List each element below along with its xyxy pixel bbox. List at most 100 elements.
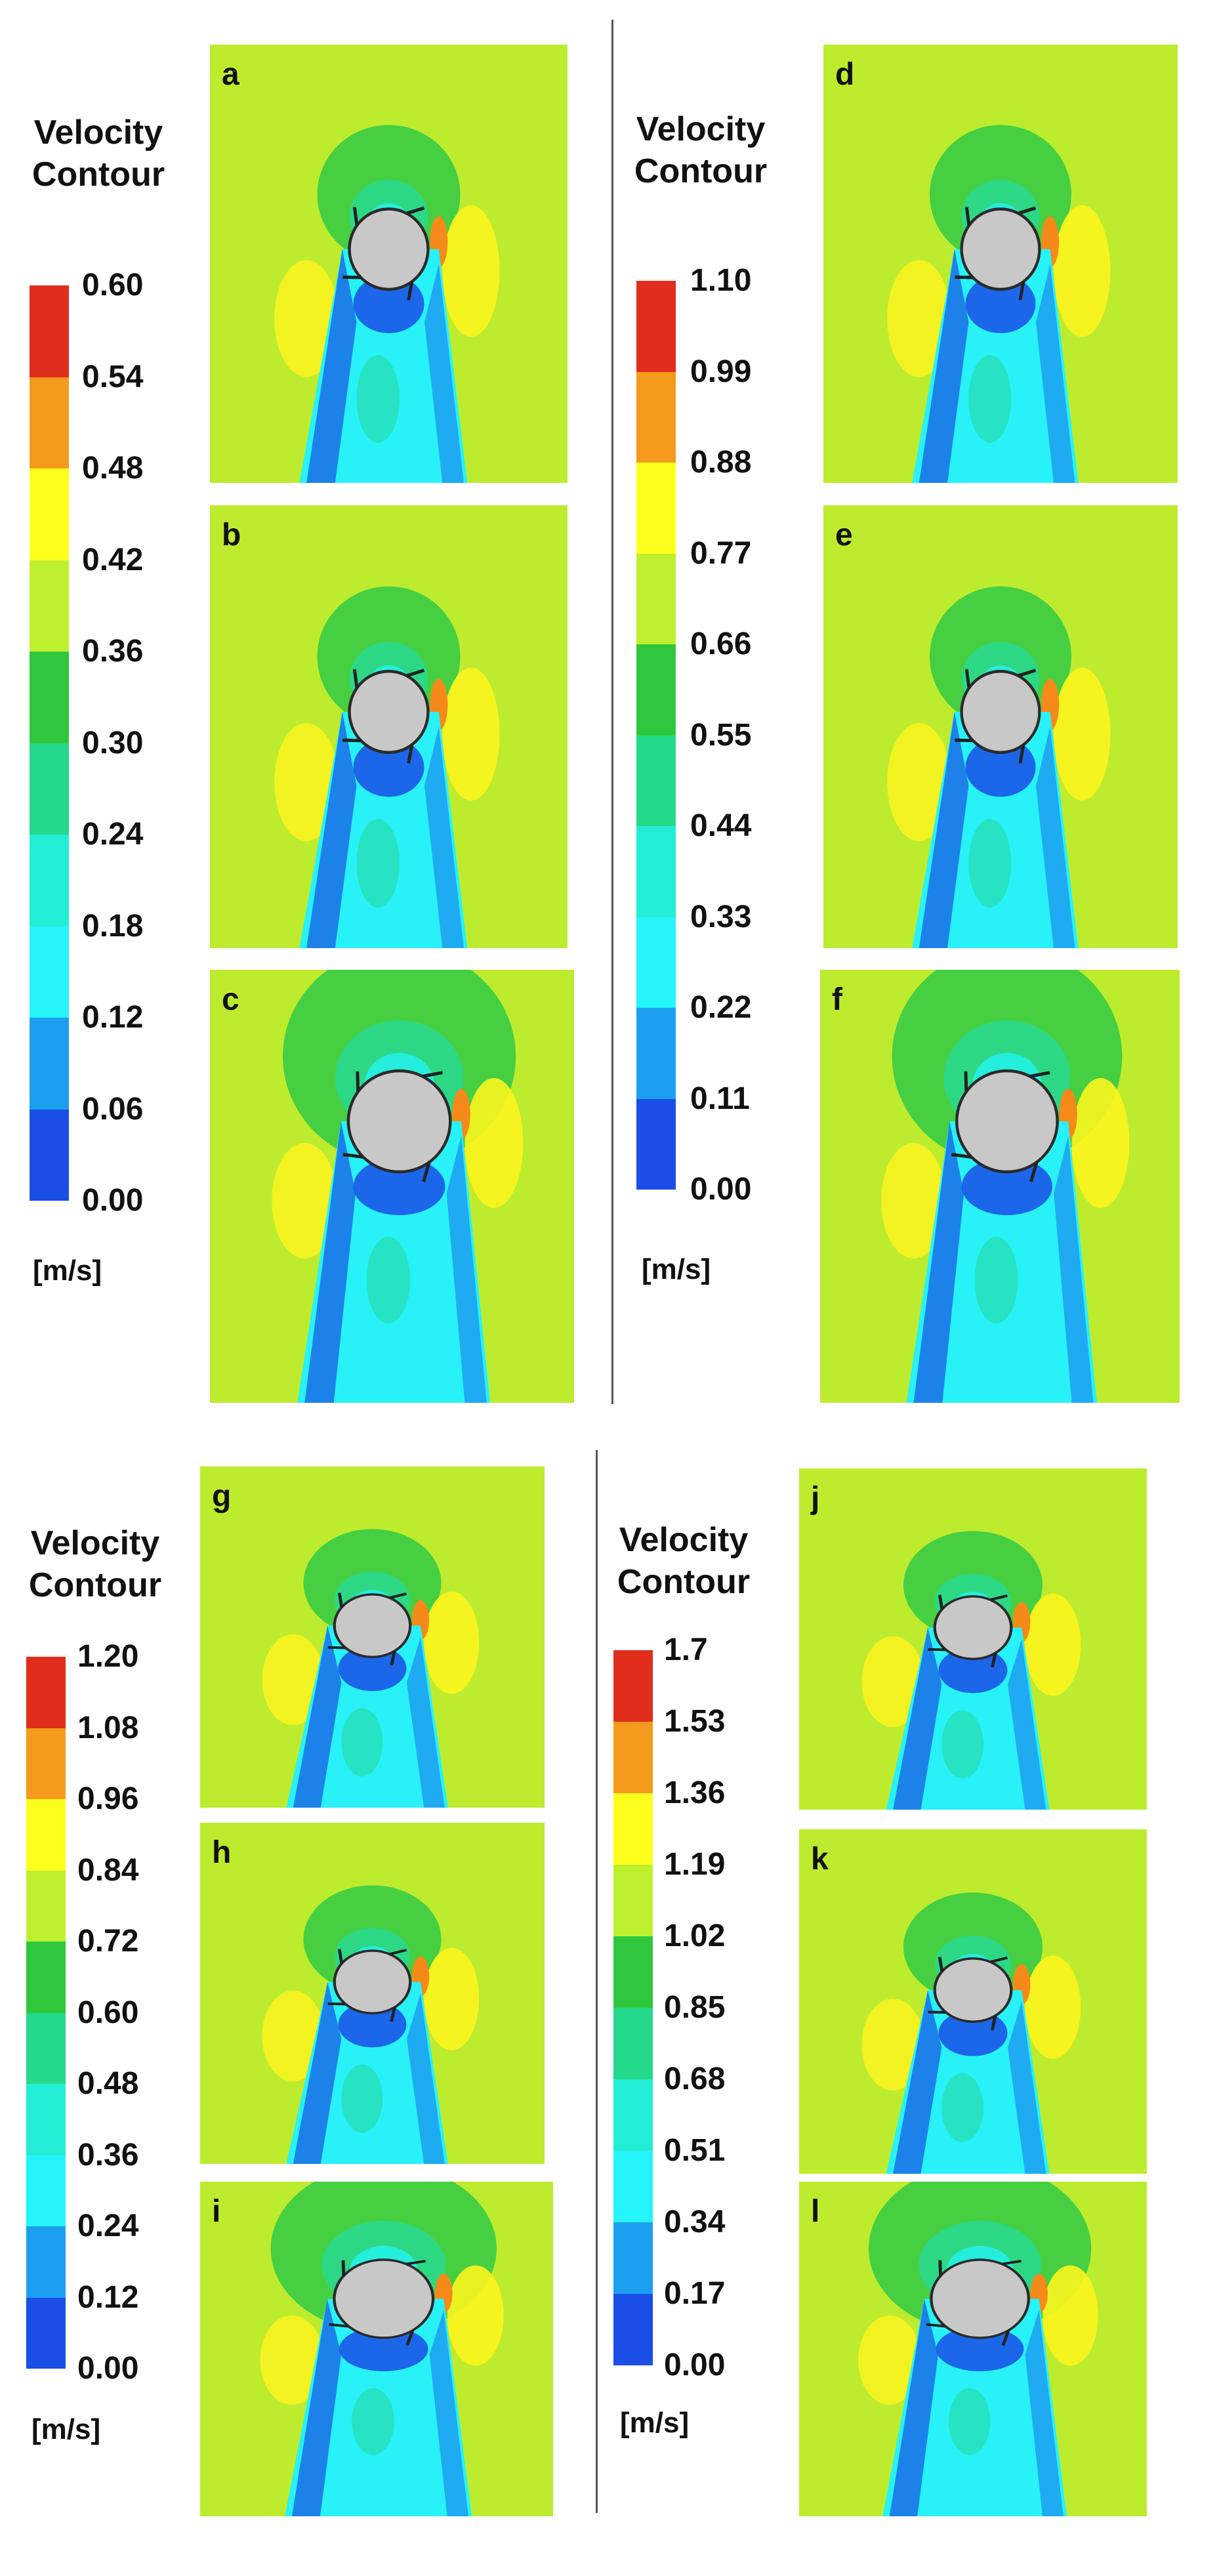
tick-label: 0.48 — [77, 2066, 139, 2101]
colorbar-band — [613, 1650, 653, 1722]
panel-label: f — [832, 982, 842, 1017]
blade — [352, 207, 359, 226]
blade — [422, 1161, 431, 1182]
wake-vortex — [974, 1237, 1018, 1323]
wake-vortex — [366, 1237, 411, 1323]
colorbar-band — [636, 644, 676, 736]
blade — [955, 738, 974, 743]
blade — [407, 744, 414, 764]
wake-shear-layer-right — [1036, 264, 1075, 483]
blade — [390, 1650, 396, 1666]
acceleration-lobe-right — [442, 667, 500, 800]
acceleration-lobe-left — [861, 1636, 924, 1728]
wake-shear-layer-right — [407, 1637, 445, 1808]
tick-label: 0.60 — [77, 1995, 139, 2030]
blade — [989, 1594, 1008, 1602]
wake-shear-layer-left — [293, 1982, 342, 2164]
blade — [938, 1594, 944, 1610]
panel-label: l — [811, 2194, 820, 2229]
wake-shear-layer-left — [919, 249, 969, 483]
blade — [422, 1071, 444, 1078]
panel-label: a — [222, 57, 239, 92]
blade — [1018, 744, 1025, 764]
panel-label: g — [212, 1479, 232, 1514]
tick-label: 0.00 — [77, 2351, 139, 2386]
wake-shear-layer-right — [1008, 1639, 1046, 1810]
recirculation-zone — [353, 1157, 445, 1215]
colorbar-band — [26, 1728, 66, 1799]
wake-shear-layer-right — [1054, 1136, 1094, 1403]
contour-panel-g: g — [200, 1466, 545, 1808]
wake-shear-layer-left — [291, 2298, 342, 2516]
recirculation-zone — [936, 2327, 1024, 2371]
acceleration-lobe-right — [1025, 1955, 1081, 2059]
tick-label: 0.88 — [690, 445, 752, 480]
acceleration-lobe-right — [1043, 2265, 1098, 2366]
colorbar-band — [26, 2226, 66, 2298]
tick-label: 0.51 — [664, 2133, 726, 2168]
acceleration-lobe-left — [274, 260, 339, 377]
contour-field — [799, 1468, 1147, 1810]
contour-field — [200, 2182, 553, 2516]
wake-vortex — [341, 1708, 383, 1777]
acceleration-lobe-right — [1071, 1078, 1130, 1208]
blade — [342, 738, 362, 743]
colorbar — [613, 1650, 653, 2365]
wake-shear-layer-left — [893, 1627, 942, 1810]
blade — [406, 669, 425, 678]
colorbar-band — [613, 2079, 653, 2151]
tick-label: 0.54 — [82, 359, 144, 394]
tick-label: 0.12 — [77, 2279, 139, 2315]
tick-label: 0.00 — [664, 2348, 726, 2382]
tick-label: 0.06 — [82, 1091, 144, 1127]
colorbar-band — [613, 1865, 653, 1936]
colorbar-band — [30, 285, 69, 377]
recirculation-zone — [338, 2002, 407, 2048]
tick-label: 0.77 — [690, 535, 752, 571]
blade — [407, 281, 414, 301]
blade — [964, 669, 971, 688]
colorbar-band — [613, 1793, 653, 1865]
wake-vortex — [941, 1710, 983, 1779]
blade — [342, 275, 362, 280]
wake-shear-layer-right — [424, 264, 464, 483]
wake-shear-layer-right — [446, 1136, 487, 1403]
contour-field — [200, 1823, 545, 2164]
blade — [926, 2323, 946, 2328]
colorbar-band — [26, 1870, 66, 1942]
contour-field — [823, 45, 1178, 483]
blade — [1018, 281, 1025, 301]
contour-panel-l: l — [799, 2182, 1147, 2516]
acceleration-lobe-left — [881, 1143, 946, 1258]
tick-label: 0.11 — [690, 1081, 750, 1116]
colorbar-band — [636, 463, 676, 554]
recirculation-zone — [965, 274, 1036, 333]
tick-label: 0.22 — [690, 990, 752, 1025]
panel-label: d — [835, 57, 855, 92]
legend-title: Velocity Contour — [31, 114, 165, 194]
blade — [938, 2260, 942, 2276]
colorbar-band — [30, 652, 69, 743]
acceleration-lobe-right — [442, 205, 500, 337]
wake-shear-layer-right — [407, 1993, 445, 2164]
wake-shear-layer-left — [306, 249, 357, 483]
panel-label: i — [212, 2194, 221, 2229]
acceleration-lobe-right — [1054, 667, 1111, 800]
contour-field — [210, 45, 568, 483]
tick-label: 0.48 — [82, 451, 144, 486]
contour-panel-f: f — [820, 970, 1180, 1403]
tick-label: 0.12 — [82, 1000, 144, 1035]
cylinder-body — [960, 207, 1041, 291]
acceleration-lobe-right — [424, 1591, 480, 1694]
contour-field — [820, 970, 1180, 1403]
tick-label: 0.24 — [77, 2209, 139, 2243]
tick-label: 1.08 — [77, 1710, 139, 1745]
cylinder-body — [333, 2258, 435, 2339]
wake-shear-layer-left — [893, 1990, 942, 2174]
colorbar-band — [613, 2151, 653, 2222]
tick-label: 0.60 — [82, 268, 144, 302]
cylinder-body — [933, 1957, 1013, 2023]
blade — [955, 275, 974, 280]
wake-vortex — [941, 2073, 983, 2142]
contour-field — [210, 505, 568, 948]
